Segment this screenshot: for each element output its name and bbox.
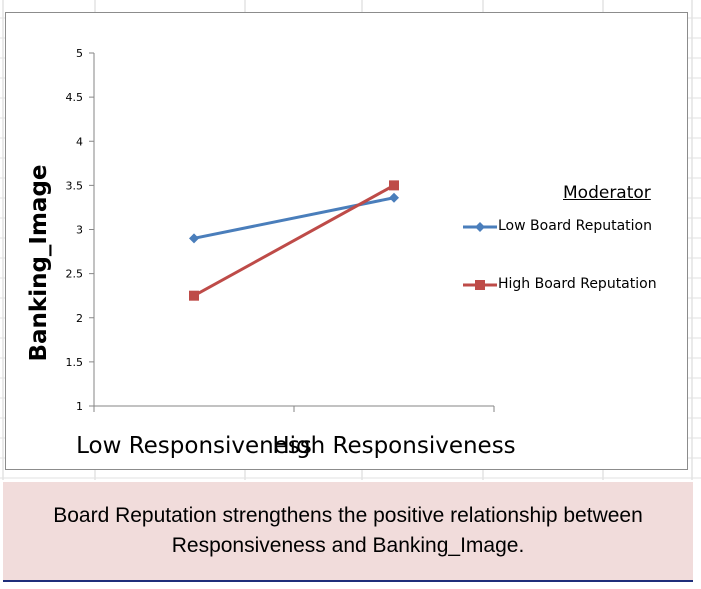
y-tick-label: 1 [76, 400, 83, 413]
series-line-2 [193, 184, 395, 298]
data-point-series-1 [389, 192, 399, 203]
y-tick-label: 2 [76, 312, 83, 325]
chart-area: 1 1.5 2 2.5 3 3.5 4 4.5 5 Low Responsiveness High … [5, 12, 688, 470]
y-tick-label: 1.5 [66, 356, 84, 369]
y-tick-label: 4 [76, 135, 83, 148]
data-point-series-2 [389, 180, 399, 191]
y-tick-label: 3.5 [66, 179, 84, 192]
y-tick-label: 3 [76, 224, 83, 237]
data-point-series-2 [189, 290, 199, 301]
legend-label-low-board-reputation: Low Board Reputation [498, 218, 652, 234]
legend-label-high-board-reputation: High Board Reputation [498, 276, 657, 292]
x-tick-label: Low Responsiveness [76, 433, 312, 459]
x-tick-label: High Responsiveness [272, 433, 515, 459]
y-tick-label: 4.5 [66, 91, 84, 104]
legend-swatch-marker [475, 280, 485, 290]
data-point-series-1 [189, 233, 199, 244]
legend-swatch-marker [475, 222, 485, 232]
series-line-1 [193, 196, 395, 240]
y-tick-label: 2.5 [66, 268, 84, 281]
y-tick-label: 5 [76, 47, 83, 60]
y-axis-label: Banking_Image [26, 164, 52, 362]
legend-title: Moderator [563, 183, 651, 203]
chart-plot: 1 1.5 2 2.5 3 3.5 4 4.5 5 Low ResponsivenessHigh … [66, 47, 516, 459]
caption-box: Board Reputation strengthens the positiv… [3, 482, 693, 582]
caption-text: Board Reputation strengthens the positiv… [53, 504, 643, 557]
